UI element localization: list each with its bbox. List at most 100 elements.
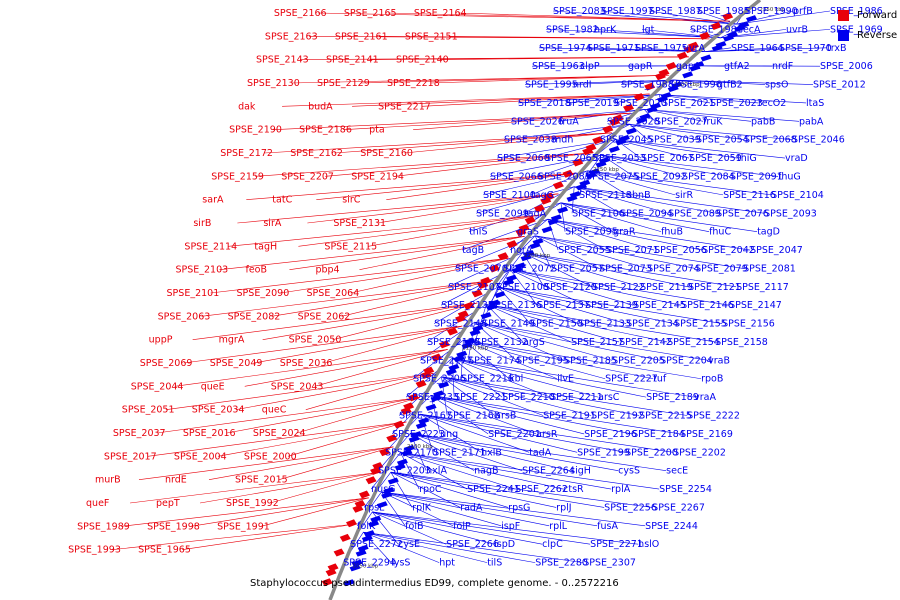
gene-label: SPSE_2024 (253, 428, 306, 439)
gene-connector (199, 471, 381, 504)
reverse-swatch (838, 29, 849, 41)
gene-connector (736, 10, 794, 25)
gene-connector (441, 376, 592, 416)
gene-connector (191, 497, 369, 527)
gene-label: tadA (529, 447, 552, 458)
reverse-gene-mark (456, 350, 468, 358)
gene-label: SPSE_2120 (544, 282, 597, 293)
gene-label: SPSE_2154 (667, 337, 720, 348)
forward-gene-mark (321, 578, 333, 587)
gene-connector (463, 339, 558, 380)
gene-label: SPSE_1998 (147, 521, 200, 532)
legend-forward-label: Forward (857, 9, 898, 21)
gene-label: SPSE_2037 (113, 428, 166, 439)
forward-gene-mark (633, 93, 645, 102)
gene-label: SPSE_2016 (183, 428, 236, 439)
gene-connector (138, 446, 394, 480)
gene-connector (547, 218, 607, 251)
gene-label: SPSE_2047 (750, 245, 803, 256)
gene-label: SPSE_2038 (504, 135, 557, 146)
reverse-gene-mark (671, 81, 683, 89)
gene-connector (593, 29, 721, 39)
gene-label: SPSE_2221 (454, 392, 507, 403)
reverse-gene-mark (396, 458, 408, 466)
gene-connector (280, 257, 509, 294)
gene-label: thiG (737, 153, 757, 164)
gene-label: SPSE_2046 (792, 135, 845, 146)
forward-gene-mark (524, 216, 536, 225)
gene-connector (534, 235, 648, 269)
gene-label: arsR (536, 429, 558, 440)
gene-label: SPSE_1995 (525, 80, 578, 91)
reverse-gene-mark (505, 274, 517, 282)
gene-connector (273, 112, 631, 130)
gene-connector (352, 93, 650, 107)
gene-label: SPSE_2199 (577, 447, 630, 458)
reverse-gene-mark (472, 324, 484, 332)
gene-label: SPSE_2207 (281, 171, 334, 182)
gene-label: folB (405, 521, 423, 532)
gene-label: ilvE (557, 374, 574, 385)
reverse-gene-mark (550, 214, 562, 222)
gene-label: SPSE_2119 (640, 282, 693, 293)
gene-label: SPSE_2051 (122, 405, 175, 416)
scale-tick-label: 2150 kbp (462, 345, 488, 351)
gene-label: dak (238, 101, 256, 112)
gene-label: SPSE_2116 (723, 190, 776, 201)
gene-label: SPSE_2064 (307, 288, 360, 299)
forward-gene-mark (480, 276, 492, 285)
gene-label: SPSE_2205 (612, 355, 665, 366)
forward-gene-mark (463, 301, 475, 310)
gene-connector (350, 257, 509, 294)
gene-label: SPSE_2049 (210, 358, 263, 369)
gene-connector (441, 376, 688, 416)
gene-connector (452, 357, 551, 398)
gene-connector (372, 511, 591, 545)
scale-tick-label: 2100 kbp (407, 444, 433, 450)
gene-label: SPSE_2215 (639, 411, 692, 422)
gene-label: SPSE_2063 (158, 311, 211, 322)
gene-label: SPSE_2167 (399, 411, 452, 422)
gene-connector (341, 280, 493, 317)
gene-label: thiS (469, 227, 487, 238)
gene-connector (372, 511, 639, 545)
gene-label: SPSE_2164 (414, 8, 467, 19)
gene-label: SPSE_2034 (192, 405, 245, 416)
forward-gene-mark (408, 393, 420, 402)
gene-connector (217, 421, 407, 457)
gene-label: vraA (694, 392, 716, 403)
gene-label: SPSE_2044 (131, 381, 184, 392)
gene-connector (400, 452, 660, 490)
reverse-gene-mark (639, 113, 651, 121)
gene-label: SPSE_1990 (745, 6, 798, 17)
reverse-gene-mark (693, 61, 705, 69)
gene-connector (560, 202, 662, 232)
gene-label: SPSE_2081 (743, 263, 796, 274)
gene-label: SPSE_2204 (660, 355, 713, 366)
gene-label: uvrA (683, 43, 706, 54)
gene-connector (261, 497, 369, 527)
gene-label: SPSE_1997 (601, 6, 654, 17)
gene-label: SPSE_2158 (715, 337, 768, 348)
gene-connector (629, 124, 793, 141)
gene-label: SPSE_2085 (538, 171, 591, 182)
reverse-gene-mark (363, 530, 375, 538)
gene-label: SPSE_2028 (607, 116, 660, 127)
gene-connector (486, 304, 524, 343)
gene-label: SPSE_1971 (587, 43, 640, 54)
gene-label: folP (453, 521, 471, 532)
gene-connector (174, 349, 448, 387)
gene-connector (673, 79, 718, 85)
scale-tick-label: 2350 kbp (759, 7, 785, 13)
scale-tick-label: 2300 kbp (674, 82, 700, 88)
gene-label: SPSE_2070 (455, 263, 508, 274)
gene-label: pepT (156, 498, 180, 509)
reverse-gene-mark (532, 238, 544, 246)
forward-gene-mark (345, 519, 357, 528)
gene-label: SPSE_1970 (779, 43, 832, 54)
gene-connector (410, 433, 523, 471)
gene-label: SPSE_2094 (620, 208, 673, 219)
gene-label: nrdI (573, 80, 592, 91)
gene-label: SPSE_2149 (482, 319, 535, 330)
gene-label: SPSE_2145 (633, 300, 686, 311)
